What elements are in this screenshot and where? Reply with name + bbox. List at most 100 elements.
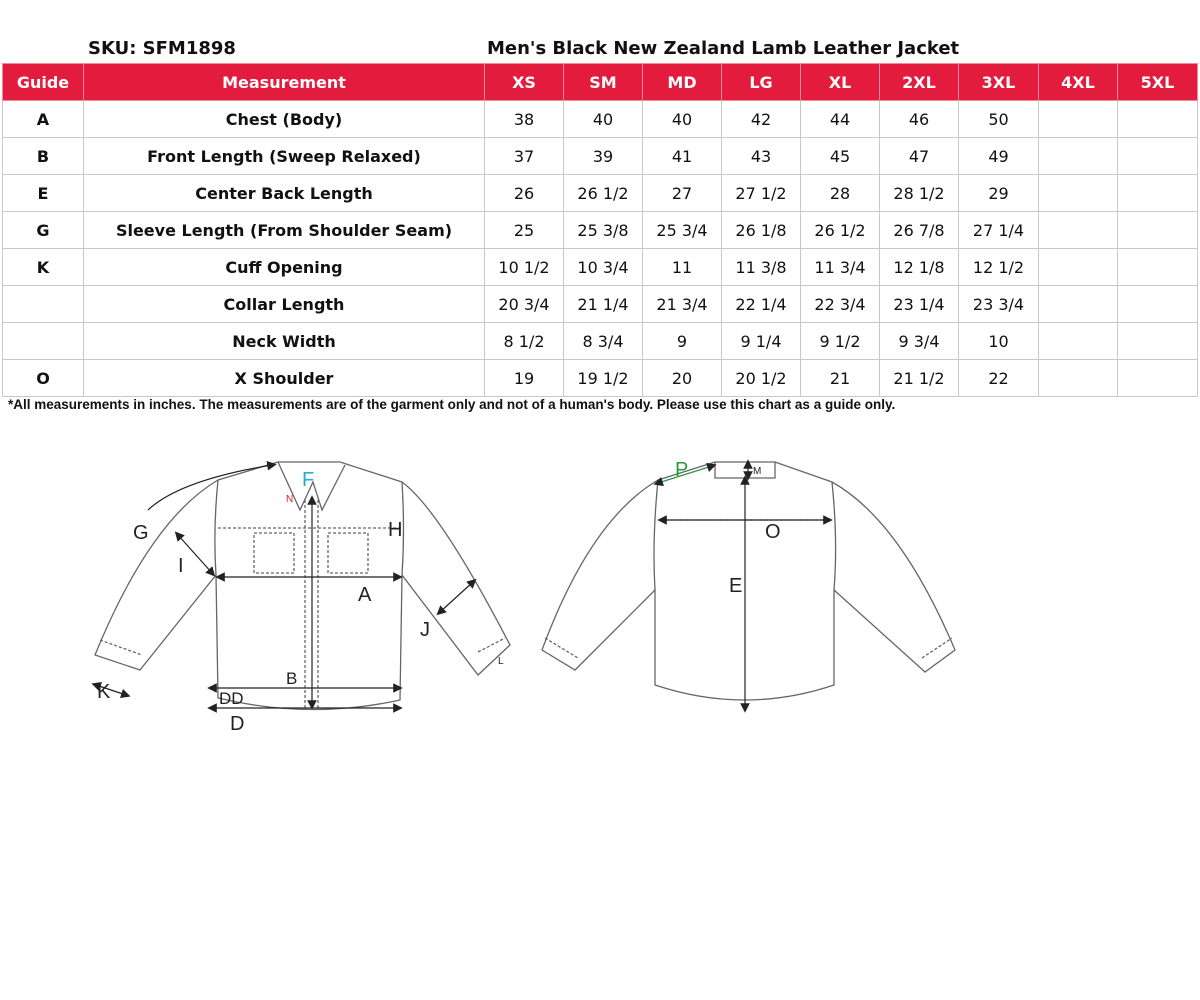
size-value-cell: 23 3/4: [958, 285, 1039, 323]
size-value-cell: 19 1/2: [563, 359, 643, 397]
guide-cell: [2, 322, 84, 360]
label-e: E: [729, 575, 742, 597]
size-value-cell: 20: [642, 359, 722, 397]
size-value-cell: 10 3/4: [563, 248, 643, 286]
front-measure-arrows: [91, 461, 477, 713]
back-jacket-drawing: [541, 461, 956, 701]
size-value-cell: 19: [484, 359, 564, 397]
label-f: F: [302, 469, 314, 491]
table-row: Neck Width 8 1/2 8 3/4 9 9 1/4 9 1/2 9 3/4 10: [2, 322, 1198, 360]
size-value-cell: 22: [958, 359, 1039, 397]
size-value-cell: 26 1/2: [800, 211, 880, 249]
size-value-cell: 9 3/4: [879, 322, 959, 360]
size-value-cell: 44: [800, 100, 880, 138]
size-value-cell: [1117, 100, 1198, 138]
size-value-cell: 50: [958, 100, 1039, 138]
size-value-cell: 8 1/2: [484, 322, 564, 360]
table-row: Collar Length 20 3/4 21 1/4 21 3/4 22 1/4 22 …: [2, 285, 1198, 323]
size-value-cell: 20 1/2: [721, 359, 801, 397]
label-m: M: [753, 466, 761, 477]
size-value-cell: 41: [642, 137, 722, 175]
size-value-cell: 26 7/8: [879, 211, 959, 249]
column-header: XS: [484, 63, 564, 101]
size-value-cell: 46: [879, 100, 959, 138]
product-title: Men's Black New Zealand Lamb Leather Jac…: [487, 38, 960, 59]
size-value-cell: [1038, 248, 1118, 286]
size-value-cell: [1038, 285, 1118, 323]
size-value-cell: 27: [642, 174, 722, 212]
table-row: G Sleeve Length (From Shoulder Seam) 25 25 …: [2, 211, 1198, 249]
column-header: Measurement: [83, 63, 485, 101]
size-value-cell: 49: [958, 137, 1039, 175]
column-header: MD: [642, 63, 722, 101]
label-p: P: [675, 459, 688, 481]
measurement-cell: X Shoulder: [83, 359, 485, 397]
column-header: XL: [800, 63, 880, 101]
measurement-cell: Chest (Body): [83, 100, 485, 138]
size-value-cell: [1117, 322, 1198, 360]
size-value-cell: 42: [721, 100, 801, 138]
size-value-cell: [1038, 211, 1118, 249]
guide-cell: B: [2, 137, 84, 175]
label-o: O: [765, 521, 781, 543]
size-chart-table: Guide Measurement XS SM MD LG XL 2XL 3XL 4XL 5XL A…: [2, 63, 1198, 397]
size-value-cell: 39: [563, 137, 643, 175]
size-value-cell: [1117, 248, 1198, 286]
column-header: 2XL: [879, 63, 959, 101]
size-value-cell: 21 3/4: [642, 285, 722, 323]
guide-cell: E: [2, 174, 84, 212]
measurement-cell: Collar Length: [83, 285, 485, 323]
measurement-note: *All measurements in inches. The measure…: [8, 397, 896, 412]
size-value-cell: 22 1/4: [721, 285, 801, 323]
size-value-cell: 12 1/2: [958, 248, 1039, 286]
size-value-cell: 9 1/2: [800, 322, 880, 360]
guide-cell: K: [2, 248, 84, 286]
size-value-cell: 40: [642, 100, 722, 138]
size-value-cell: 20 3/4: [484, 285, 564, 323]
guide-cell: G: [2, 211, 84, 249]
measurement-cell: Cuff Opening: [83, 248, 485, 286]
label-h: H: [388, 519, 402, 541]
size-value-cell: 27 1/4: [958, 211, 1039, 249]
size-value-cell: [1038, 322, 1118, 360]
back-measure-arrows: [653, 459, 833, 713]
size-value-cell: 26: [484, 174, 564, 212]
size-value-cell: 47: [879, 137, 959, 175]
size-value-cell: 22 3/4: [800, 285, 880, 323]
column-header: 5XL: [1117, 63, 1198, 101]
label-d: D: [230, 713, 244, 735]
size-value-cell: [1117, 359, 1198, 397]
size-value-cell: 25: [484, 211, 564, 249]
size-value-cell: 28 1/2: [879, 174, 959, 212]
size-value-cell: 8 3/4: [563, 322, 643, 360]
column-header: LG: [721, 63, 801, 101]
size-value-cell: 26 1/2: [563, 174, 643, 212]
size-value-cell: 26 1/8: [721, 211, 801, 249]
table-row: K Cuff Opening 10 1/2 10 3/4 11 11 3/8 11 3/4 1…: [2, 248, 1198, 286]
measurement-cell: Neck Width: [83, 322, 485, 360]
size-value-cell: [1038, 137, 1118, 175]
size-value-cell: 9 1/4: [721, 322, 801, 360]
sku: SKU: SFM1898: [88, 38, 236, 59]
label-dd: DD: [219, 689, 244, 708]
measurement-cell: Center Back Length: [83, 174, 485, 212]
label-b: B: [286, 669, 297, 688]
size-value-cell: 29: [958, 174, 1039, 212]
size-value-cell: 10 1/2: [484, 248, 564, 286]
table-row: B Front Length (Sweep Relaxed) 37 39 41 43 45 4…: [2, 137, 1198, 175]
size-value-cell: 21 1/4: [563, 285, 643, 323]
measurement-cell: Sleeve Length (From Shoulder Seam): [83, 211, 485, 249]
table-row: E Center Back Length 26 26 1/2 27 27 1/2 28 28 …: [2, 174, 1198, 212]
size-value-cell: 38: [484, 100, 564, 138]
measurement-cell: Front Length (Sweep Relaxed): [83, 137, 485, 175]
size-value-cell: 25 3/8: [563, 211, 643, 249]
size-value-cell: 25 3/4: [642, 211, 722, 249]
label-j: J: [420, 619, 430, 641]
column-header: 4XL: [1038, 63, 1118, 101]
front-jacket-drawing: [94, 461, 511, 711]
size-value-cell: 11 3/4: [800, 248, 880, 286]
size-value-cell: [1117, 285, 1198, 323]
size-value-cell: 12 1/8: [879, 248, 959, 286]
column-header: SM: [563, 63, 643, 101]
